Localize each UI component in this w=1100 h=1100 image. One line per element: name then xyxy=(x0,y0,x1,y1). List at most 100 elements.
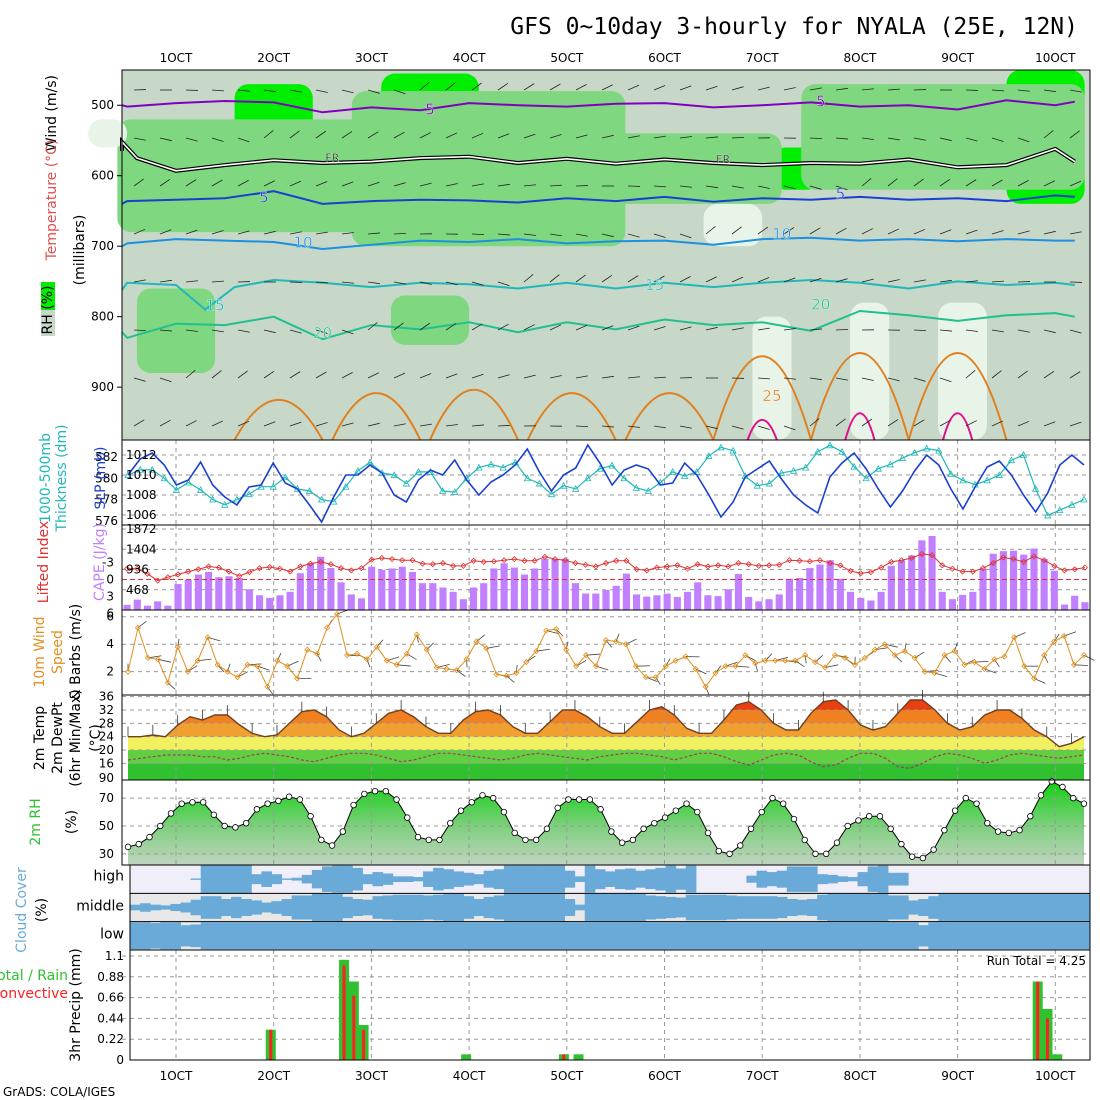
cape-bar xyxy=(816,564,824,610)
cape-bar xyxy=(296,573,304,610)
thickness-point xyxy=(281,473,289,481)
cloud-cell-low xyxy=(796,922,808,950)
panel-frame xyxy=(121,439,1091,526)
wind-barb xyxy=(731,327,744,331)
wind-barb xyxy=(367,281,380,285)
wind-speed-point xyxy=(1021,663,1028,670)
li-tick-label: 3 xyxy=(106,590,114,604)
cape-bar xyxy=(979,568,987,610)
li-point xyxy=(450,562,457,569)
thickness-point xyxy=(547,490,556,498)
li-point xyxy=(511,556,518,563)
rh-point xyxy=(350,801,357,809)
wind-speed-point xyxy=(911,654,918,661)
wind-barb xyxy=(653,233,666,238)
cloud-cell-middle xyxy=(594,894,606,921)
rh-patch xyxy=(117,119,372,233)
cloud-cell-high xyxy=(342,865,353,893)
cloud-cell-middle xyxy=(493,895,505,920)
cloud-cell-high xyxy=(362,874,374,885)
rh-patch xyxy=(938,302,987,440)
x-tick-label-bottom: 5OCT xyxy=(550,1069,583,1083)
thickness-point xyxy=(850,462,858,470)
wind-speed-point xyxy=(244,661,251,668)
wind-speed-point xyxy=(284,663,291,670)
wind-speed-point xyxy=(831,652,839,659)
cape-bar xyxy=(449,591,457,610)
li-point xyxy=(307,560,314,567)
cape-bar xyxy=(520,574,529,610)
li-point xyxy=(1051,562,1058,569)
rh-axis-label: 2m RH xyxy=(28,798,44,845)
wind-speed-point xyxy=(1061,632,1068,640)
wind-speed-point xyxy=(453,667,460,674)
wind-barb xyxy=(523,233,536,236)
wind-barb xyxy=(315,281,328,284)
rh-point xyxy=(575,796,583,803)
cloud-cell-high xyxy=(261,871,272,887)
li-point xyxy=(878,564,885,571)
cape-bar xyxy=(561,558,569,610)
cape-bar xyxy=(918,540,926,610)
cape-bar xyxy=(347,594,355,610)
cloud-cell-high xyxy=(625,868,636,890)
rh-point xyxy=(801,836,808,844)
temp-label-c: (6hr Min/Max) xyxy=(68,689,84,786)
thickness-point xyxy=(814,447,822,455)
freezing-line-inner xyxy=(121,139,1076,172)
li-point xyxy=(653,564,661,571)
wind-barb xyxy=(393,131,405,139)
wind-barb xyxy=(393,372,406,379)
cloud-cell-high xyxy=(503,865,515,893)
cape-tick-label: 1404 xyxy=(126,542,157,556)
wind-barb xyxy=(315,130,327,139)
cloud-cell-low xyxy=(756,922,768,950)
li-point xyxy=(990,560,997,567)
precip-tick-label: 0.66 xyxy=(97,991,124,1005)
wind-speed-point xyxy=(981,665,988,672)
cloud-cell-high xyxy=(392,876,404,882)
legend-total-rain: Total / Rain xyxy=(0,968,68,984)
wind-barb xyxy=(159,419,171,427)
li-point xyxy=(246,569,253,576)
rh-point xyxy=(941,826,948,834)
cloud-cell-low xyxy=(503,922,515,950)
cloud-cell-high xyxy=(271,874,283,885)
cloud-row-label: middle xyxy=(76,898,124,914)
li-point xyxy=(460,562,467,569)
series-slp xyxy=(127,443,1085,524)
surface-wind-barb xyxy=(366,659,371,668)
wind-barb xyxy=(133,329,147,332)
li-line xyxy=(127,553,1085,582)
cloud-cell-low xyxy=(766,922,778,950)
wind-speed-point xyxy=(772,657,779,664)
wind-barb xyxy=(497,133,510,139)
wind-speed-point xyxy=(353,650,361,657)
wind-barb xyxy=(523,273,534,283)
wind-barb xyxy=(289,180,302,187)
cloud-cell-low xyxy=(908,922,919,950)
wind-barb xyxy=(445,183,458,187)
thickness-point xyxy=(608,461,616,469)
thickness-point xyxy=(620,474,628,482)
temp-bands xyxy=(128,700,1084,780)
wind-barb xyxy=(887,88,900,91)
wind-speed-point xyxy=(403,650,410,657)
wind-speed-point xyxy=(184,668,191,675)
li-point xyxy=(898,557,905,564)
wind-speed-point xyxy=(752,660,759,667)
wind-barb xyxy=(965,179,977,187)
y-tick-label: 900 xyxy=(91,380,114,394)
li-point xyxy=(1081,564,1088,571)
surface-wind-barb xyxy=(565,641,569,650)
li-point xyxy=(633,566,640,573)
cloud-cell-low xyxy=(514,922,525,950)
cloud-cell-middle xyxy=(130,904,141,911)
wind-barb xyxy=(783,328,796,331)
wind-speed-point xyxy=(1011,634,1018,641)
cloud-cell-high xyxy=(322,866,333,892)
li-point xyxy=(857,570,864,577)
wind-speed-point xyxy=(1041,652,1048,659)
wind-speed-point xyxy=(991,656,998,663)
temp-band xyxy=(128,763,1084,780)
